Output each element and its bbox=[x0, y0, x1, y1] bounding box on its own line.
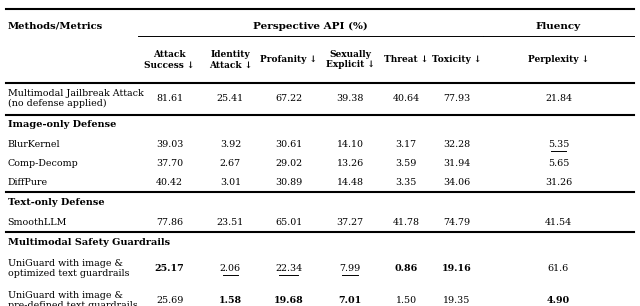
Text: 32.28: 32.28 bbox=[443, 140, 470, 149]
Text: 2.06: 2.06 bbox=[220, 264, 241, 273]
Text: Perspective API (%): Perspective API (%) bbox=[253, 21, 368, 31]
Text: 13.26: 13.26 bbox=[337, 159, 364, 168]
Text: DiffPure: DiffPure bbox=[8, 178, 48, 187]
Text: 19.16: 19.16 bbox=[442, 264, 472, 273]
Text: Fluency: Fluency bbox=[536, 21, 581, 31]
Text: 14.10: 14.10 bbox=[337, 140, 364, 149]
Text: 3.59: 3.59 bbox=[396, 159, 417, 168]
Text: Sexually
Explicit ↓: Sexually Explicit ↓ bbox=[326, 50, 374, 69]
Text: 25.17: 25.17 bbox=[155, 264, 184, 273]
Text: Perplexity ↓: Perplexity ↓ bbox=[528, 55, 589, 64]
Text: Threat ↓: Threat ↓ bbox=[384, 55, 428, 64]
Text: 67.22: 67.22 bbox=[275, 94, 302, 103]
Text: 65.01: 65.01 bbox=[275, 218, 302, 227]
Text: 30.61: 30.61 bbox=[275, 140, 302, 149]
Text: 4.90: 4.90 bbox=[547, 296, 570, 305]
Text: 61.6: 61.6 bbox=[548, 264, 569, 273]
Text: 21.84: 21.84 bbox=[545, 94, 572, 103]
Text: 0.86: 0.86 bbox=[394, 264, 418, 273]
Text: 19.68: 19.68 bbox=[274, 296, 303, 305]
Text: Toxicity ↓: Toxicity ↓ bbox=[432, 55, 481, 64]
Text: Methods/Metrics: Methods/Metrics bbox=[8, 21, 103, 31]
Text: 3.35: 3.35 bbox=[396, 178, 417, 187]
Text: Comp-Decomp: Comp-Decomp bbox=[8, 159, 79, 168]
Text: 29.02: 29.02 bbox=[275, 159, 302, 168]
Text: 40.42: 40.42 bbox=[156, 178, 183, 187]
Text: 40.64: 40.64 bbox=[392, 94, 420, 103]
Text: Multimodal Jailbreak Attack
(no defense applied): Multimodal Jailbreak Attack (no defense … bbox=[8, 89, 143, 108]
Text: UniGuard with image &
pre-defined text guardrails: UniGuard with image & pre-defined text g… bbox=[8, 291, 138, 306]
Text: 41.54: 41.54 bbox=[545, 218, 572, 227]
Text: 3.17: 3.17 bbox=[396, 140, 417, 149]
Text: 1.50: 1.50 bbox=[396, 296, 417, 305]
Text: 3.92: 3.92 bbox=[220, 140, 241, 149]
Text: 7.99: 7.99 bbox=[339, 264, 361, 273]
Text: 37.70: 37.70 bbox=[156, 159, 183, 168]
Text: Text-only Defense: Text-only Defense bbox=[8, 198, 104, 207]
Text: 41.78: 41.78 bbox=[392, 218, 420, 227]
Text: Image-only Defense: Image-only Defense bbox=[8, 120, 116, 129]
Text: 2.67: 2.67 bbox=[220, 159, 241, 168]
Text: 37.27: 37.27 bbox=[337, 218, 364, 227]
Text: Attack
Success ↓: Attack Success ↓ bbox=[145, 50, 195, 69]
Text: 5.35: 5.35 bbox=[548, 140, 569, 149]
Text: 31.94: 31.94 bbox=[443, 159, 470, 168]
Text: 77.93: 77.93 bbox=[443, 94, 470, 103]
Text: 25.41: 25.41 bbox=[217, 94, 244, 103]
Text: 5.65: 5.65 bbox=[548, 159, 569, 168]
Text: 19.35: 19.35 bbox=[443, 296, 470, 305]
Text: 30.89: 30.89 bbox=[275, 178, 302, 187]
Text: 14.48: 14.48 bbox=[337, 178, 364, 187]
Text: 39.38: 39.38 bbox=[337, 94, 364, 103]
Text: 81.61: 81.61 bbox=[156, 94, 183, 103]
Text: 3.01: 3.01 bbox=[220, 178, 241, 187]
Text: 34.06: 34.06 bbox=[443, 178, 470, 187]
Text: 77.86: 77.86 bbox=[156, 218, 183, 227]
Text: Identity
Attack ↓: Identity Attack ↓ bbox=[209, 50, 252, 69]
Text: 1.58: 1.58 bbox=[219, 296, 242, 305]
Text: 74.79: 74.79 bbox=[443, 218, 470, 227]
Text: 22.34: 22.34 bbox=[275, 264, 302, 273]
Text: BlurKernel: BlurKernel bbox=[8, 140, 60, 149]
Text: UniGuard with image &
optimized text guardrails: UniGuard with image & optimized text gua… bbox=[8, 259, 129, 278]
Text: 7.01: 7.01 bbox=[339, 296, 362, 305]
Text: 25.69: 25.69 bbox=[156, 296, 183, 305]
Text: Multimodal Safety Guardrails: Multimodal Safety Guardrails bbox=[8, 238, 170, 247]
Text: 23.51: 23.51 bbox=[217, 218, 244, 227]
Text: 39.03: 39.03 bbox=[156, 140, 183, 149]
Text: Profanity ↓: Profanity ↓ bbox=[260, 55, 317, 64]
Text: SmoothLLM: SmoothLLM bbox=[8, 218, 67, 227]
Text: 31.26: 31.26 bbox=[545, 178, 572, 187]
